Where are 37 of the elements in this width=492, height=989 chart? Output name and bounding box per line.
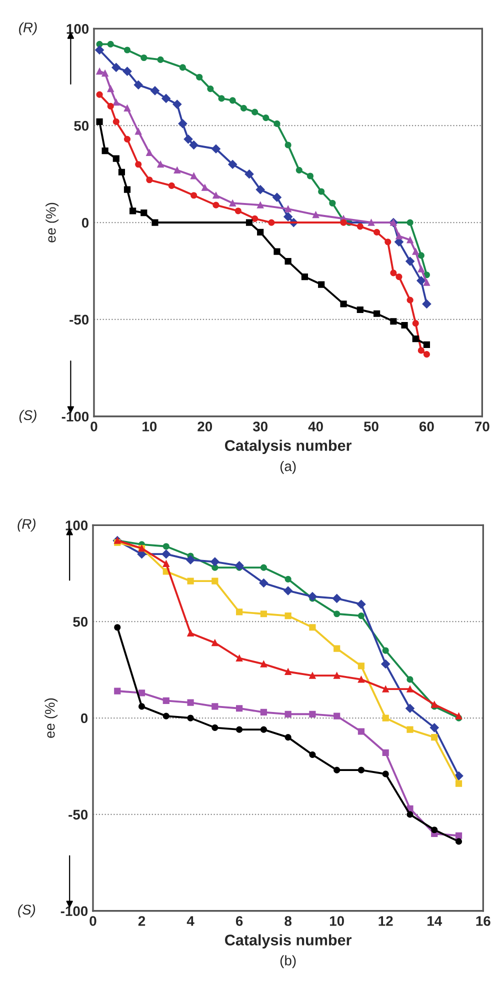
x-tick-label: 30 xyxy=(252,422,268,432)
text: (a) xyxy=(280,460,296,474)
y-axis-title: ee (%) xyxy=(46,202,59,242)
text: (S) xyxy=(19,410,36,423)
x-tick-label: 20 xyxy=(198,422,212,432)
y-tick-label: 50 xyxy=(73,616,88,627)
x-tick-label: 10 xyxy=(330,916,344,926)
y-tick-label: 0 xyxy=(82,218,89,228)
x-axis-title: Catalysis number xyxy=(225,440,352,454)
x-tick-label: 2 xyxy=(138,916,146,926)
x-tick-label: 40 xyxy=(308,422,323,432)
y-tick-label: -100 xyxy=(60,906,88,916)
x-tick-label: 4 xyxy=(186,916,194,926)
text: (R) xyxy=(18,22,37,36)
y-tick-label: 100 xyxy=(66,520,88,530)
x-tick-label: 6 xyxy=(236,916,243,926)
x-axis-title: Catalysis number xyxy=(225,934,352,948)
text: (b) xyxy=(280,955,296,968)
x-tick-label: 10 xyxy=(142,422,157,432)
text: (S) xyxy=(18,904,36,918)
y-tick-label: 100 xyxy=(66,24,89,34)
y-tick-label: -50 xyxy=(70,314,89,325)
x-tick-label: 70 xyxy=(475,422,490,432)
x-tick-label: 50 xyxy=(364,422,378,432)
y-tick-label: -100 xyxy=(62,412,89,422)
y-tick-label: 0 xyxy=(80,713,88,724)
x-tick-label: 60 xyxy=(419,422,434,432)
x-tick-label: 0 xyxy=(90,916,96,926)
x-tick-label: 0 xyxy=(90,422,98,432)
y-tick-label: -50 xyxy=(68,810,88,820)
text: (R) xyxy=(18,518,36,532)
x-tick-label: 16 xyxy=(476,916,490,926)
x-tick-label: 8 xyxy=(284,916,292,926)
y-tick-label: 50 xyxy=(74,120,89,131)
y-axis-title: ee (%) xyxy=(44,698,58,738)
x-tick-label: 14 xyxy=(428,916,442,926)
x-tick-label: 12 xyxy=(378,916,393,926)
